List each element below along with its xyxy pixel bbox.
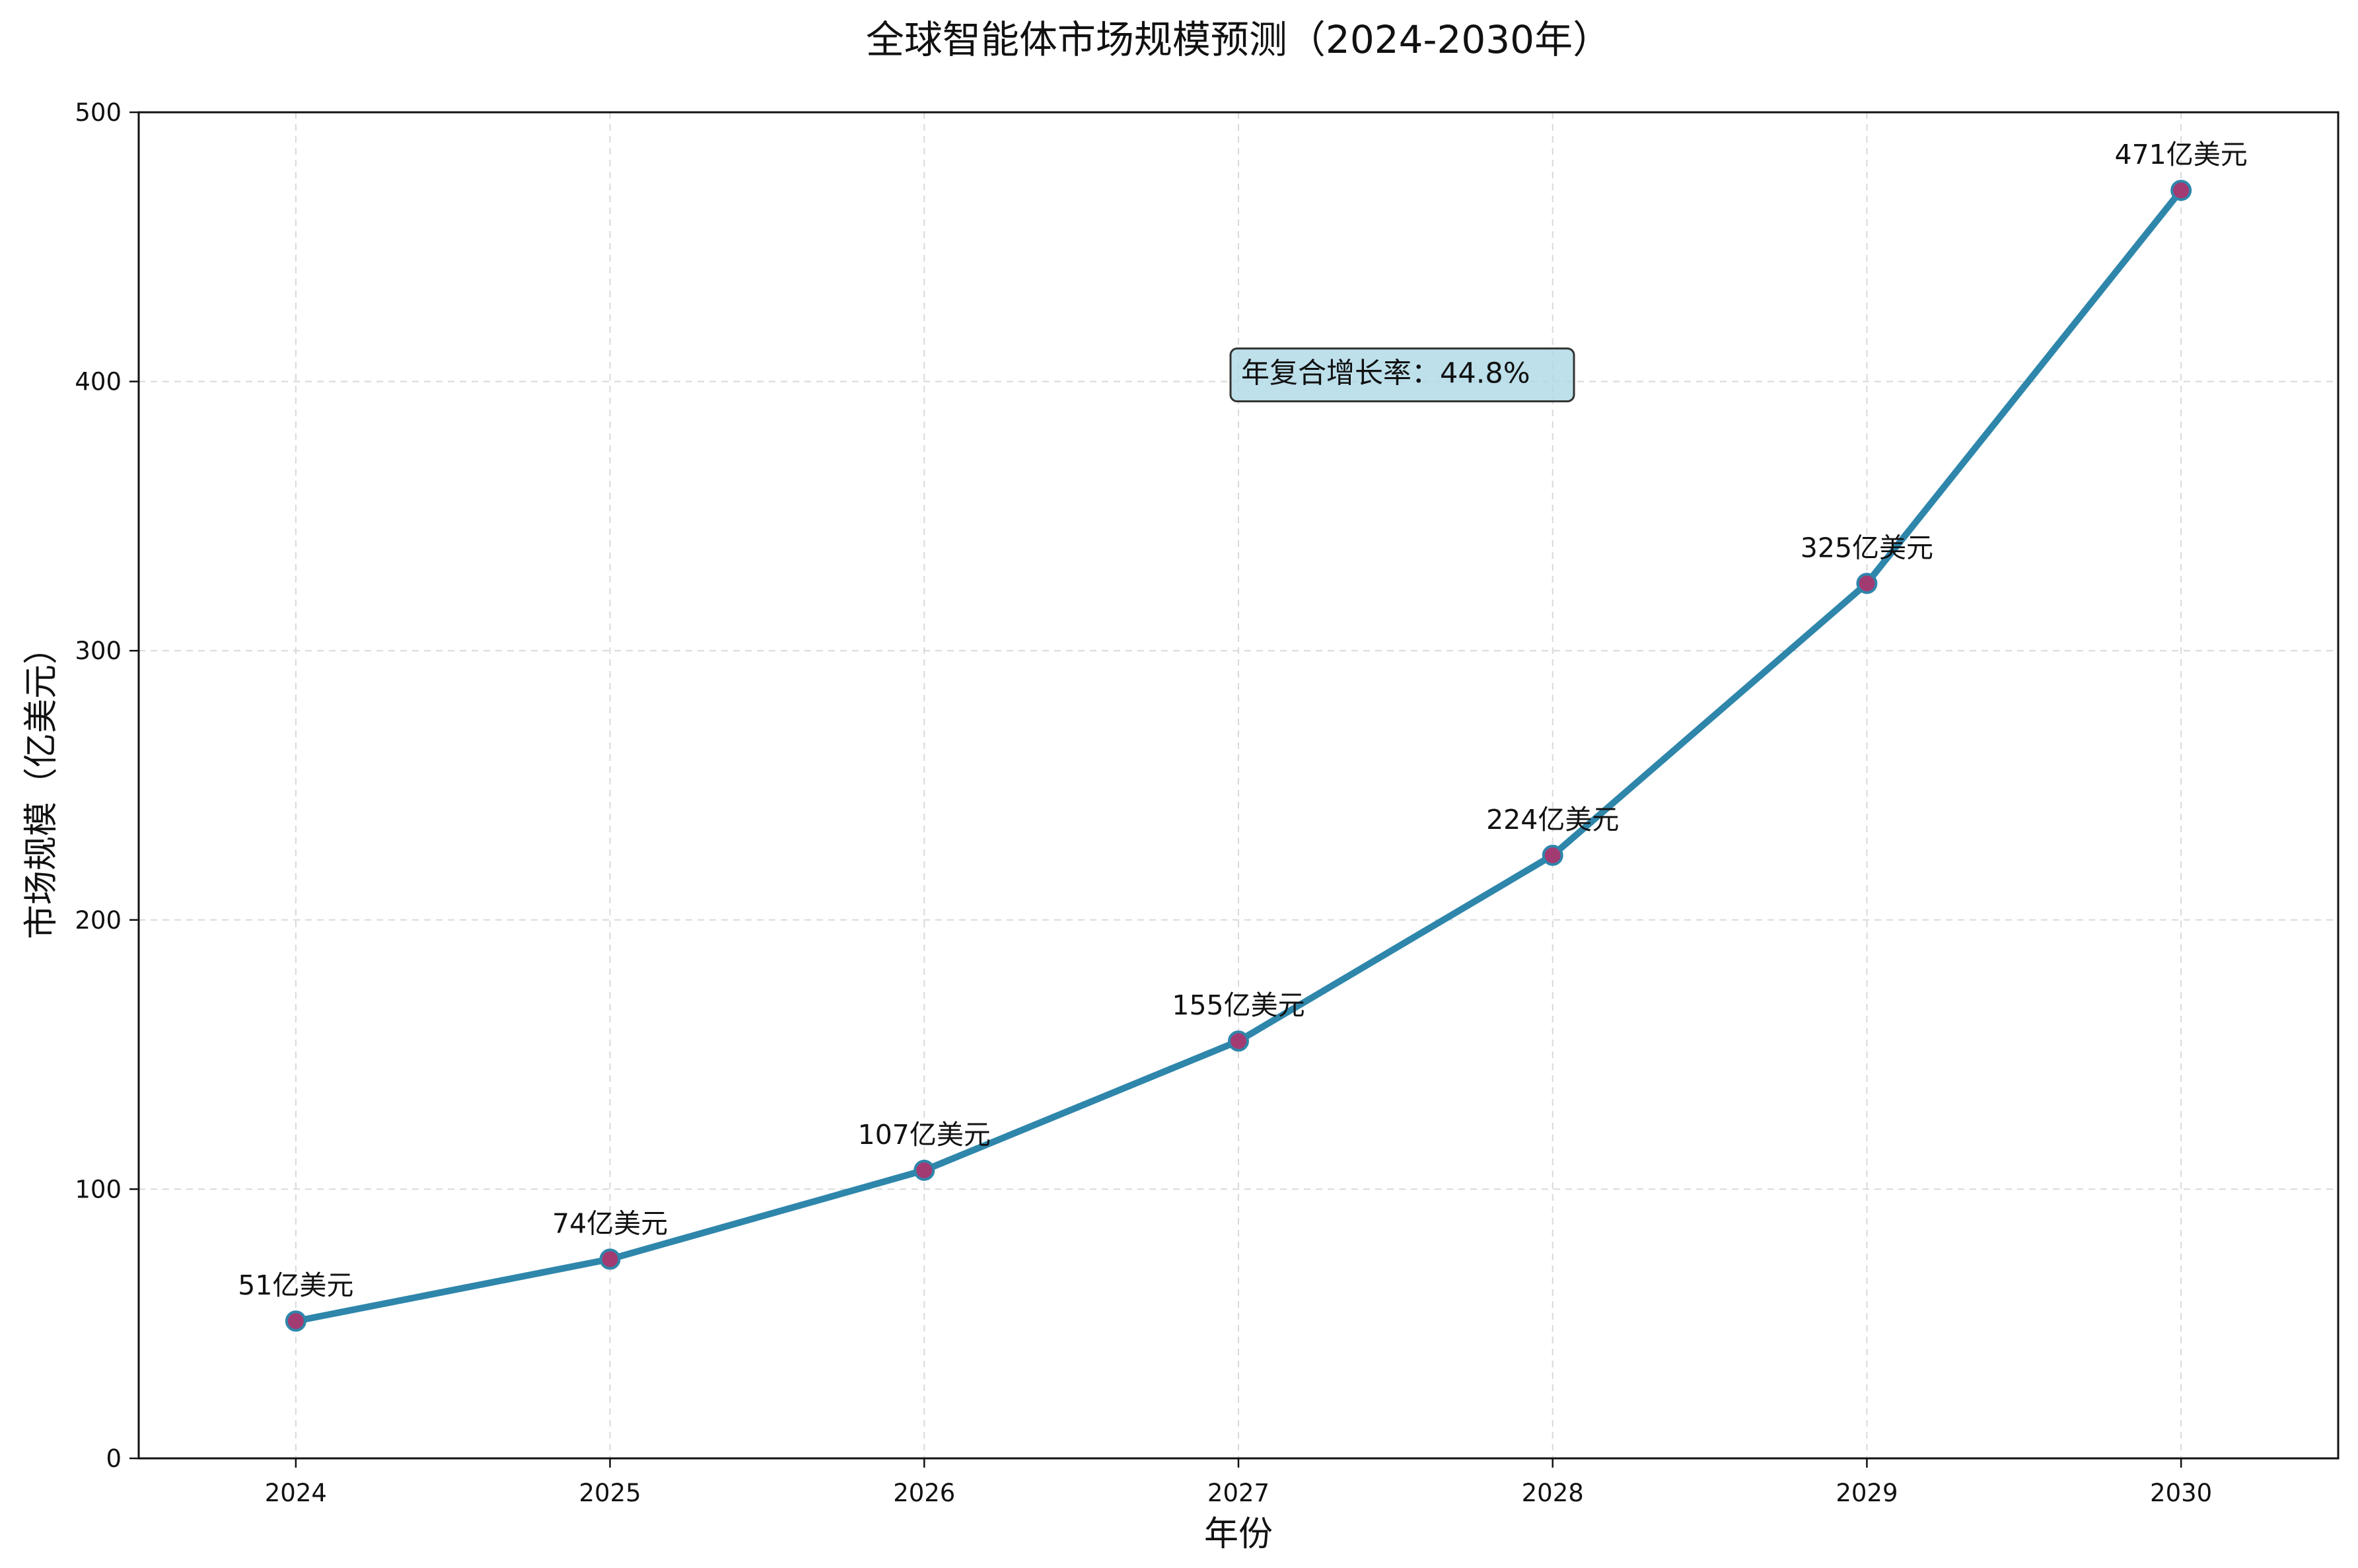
- data-point: [1228, 1030, 1249, 1052]
- axes-layer: 0 100 200 300 400 500 2024 2025 2026 2027 2028 2029…: [75, 98, 2340, 1507]
- data-label: 471亿美元: [2115, 139, 2248, 170]
- data-label: 325亿美元: [1801, 532, 1933, 563]
- data-label: 155亿美元: [1172, 989, 1304, 1021]
- x-tick-label: 2027: [1207, 1479, 1269, 1507]
- x-tick-label: 2025: [579, 1479, 641, 1507]
- cagr-annotation-box: [1229, 347, 1575, 403]
- x-tick-label: 2026: [893, 1479, 955, 1507]
- y-tick-label: 0: [106, 1444, 122, 1473]
- y-tick-label: 200: [75, 906, 122, 935]
- data-point: [913, 1159, 935, 1181]
- data-point: [285, 1310, 306, 1332]
- plot-frame: [137, 111, 2340, 1460]
- x-tick-label: 2028: [1522, 1479, 1584, 1507]
- annotation-layer: 年复合增长率：44.8%: [1229, 347, 1575, 403]
- data-label: 51亿美元: [238, 1269, 353, 1301]
- y-tick-label: 500: [75, 98, 122, 127]
- data-point: [1856, 573, 1878, 594]
- data-label: 74亿美元: [552, 1207, 668, 1239]
- data-point: [1542, 844, 1563, 866]
- labels-layer: 51亿美元 74亿美元 107亿美元 155亿美元 224亿美元 325亿美元 471亿美元: [238, 139, 2248, 1301]
- x-tick-label: 2024: [265, 1479, 327, 1507]
- data-point: [599, 1248, 621, 1270]
- series-layer: [285, 180, 2192, 1332]
- y-tick-label: 100: [75, 1175, 122, 1203]
- cagr-annotation-text: 年复合增长率：44.8%: [1241, 357, 1530, 390]
- x-axis-label: 年份: [1204, 1515, 1273, 1554]
- chart-title: 全球智能体市场规模预测（2024-2030年）: [866, 17, 1611, 62]
- data-label: 107亿美元: [858, 1119, 991, 1151]
- y-axis-label: 市场规模（亿美元）: [22, 630, 61, 939]
- y-tick-label: 400: [75, 368, 122, 396]
- data-point: [2170, 180, 2192, 201]
- x-tick-label: 2029: [1836, 1479, 1898, 1507]
- x-tick-label: 2030: [2150, 1479, 2212, 1507]
- y-tick-label: 300: [75, 637, 122, 665]
- data-label: 224亿美元: [1486, 804, 1619, 836]
